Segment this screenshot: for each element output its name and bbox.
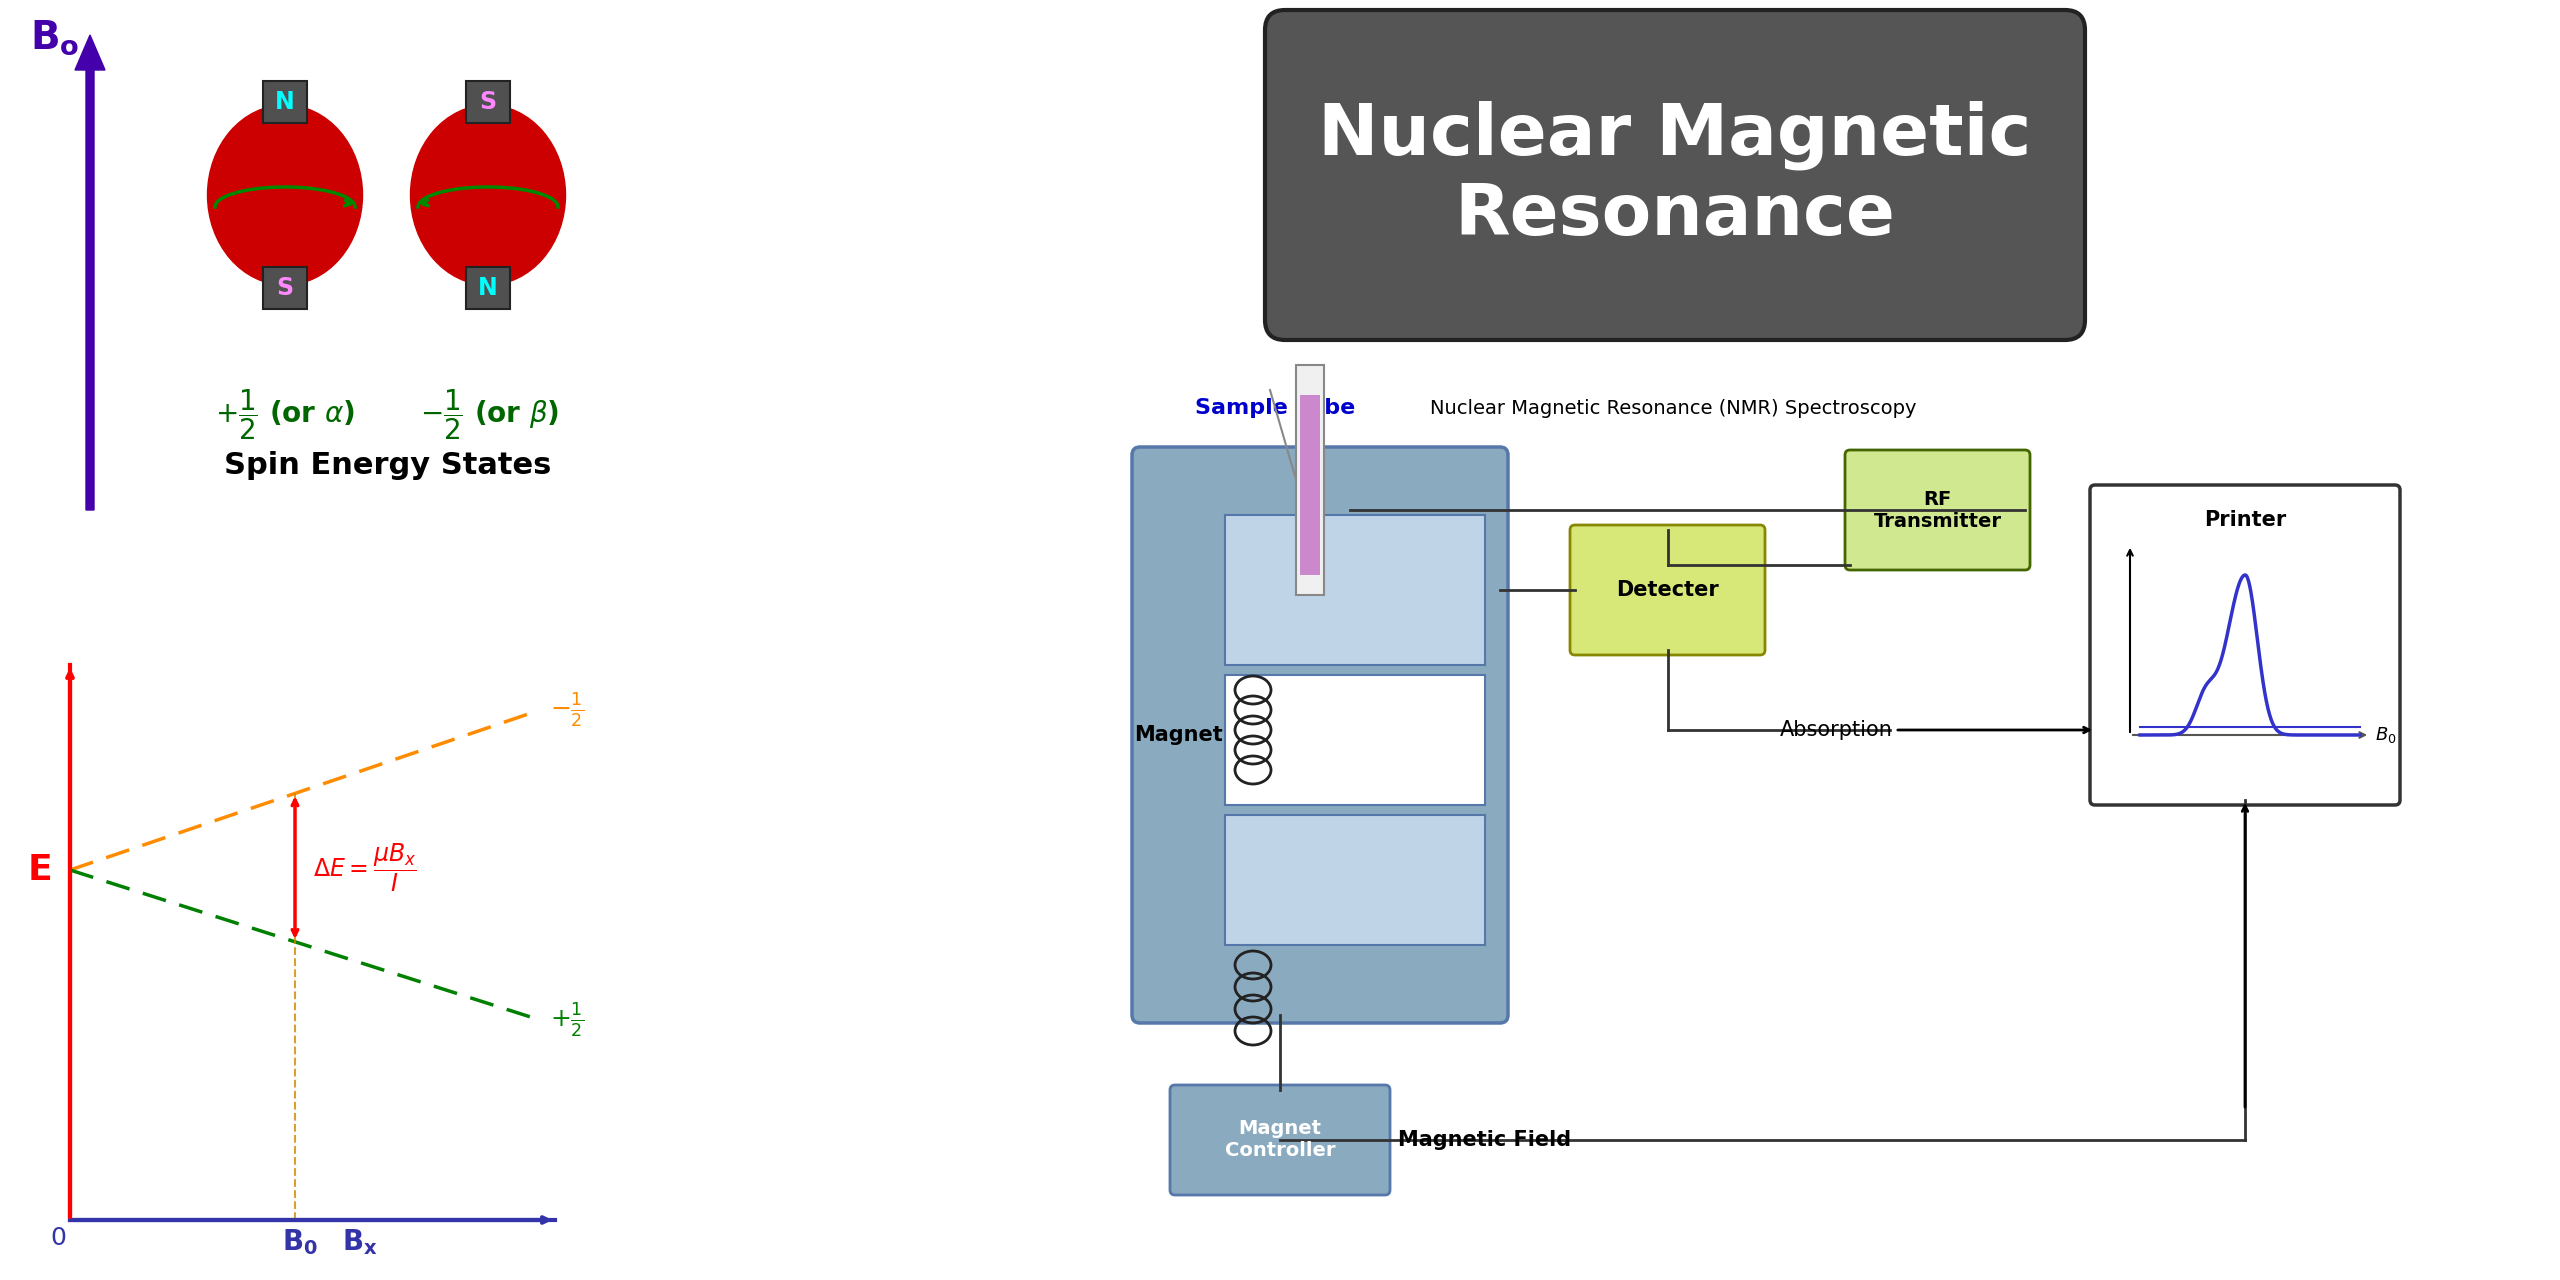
Text: Magnet: Magnet: [1134, 724, 1221, 745]
Ellipse shape: [207, 105, 364, 285]
Text: Printer: Printer: [2204, 509, 2286, 530]
Text: $\mathbf{B_x}$: $\mathbf{B_x}$: [343, 1228, 379, 1257]
Text: Sample Tube: Sample Tube: [1196, 398, 1354, 419]
FancyBboxPatch shape: [1226, 515, 1485, 666]
FancyBboxPatch shape: [264, 268, 307, 308]
Text: $-\dfrac{1}{2}$ (or $\beta$): $-\dfrac{1}{2}$ (or $\beta$): [420, 388, 561, 443]
Text: $-\frac{1}{2}$: $-\frac{1}{2}$: [550, 691, 584, 728]
FancyBboxPatch shape: [1569, 525, 1764, 655]
Text: S: S: [276, 276, 294, 300]
Text: N: N: [479, 276, 497, 300]
Text: E: E: [28, 852, 51, 887]
Text: $\mathbf{B_0}$: $\mathbf{B_0}$: [282, 1228, 317, 1257]
FancyBboxPatch shape: [1300, 396, 1321, 575]
Text: $+\frac{1}{2}$: $+\frac{1}{2}$: [550, 1001, 584, 1039]
Text: $\mathbf{B_o}$: $\mathbf{B_o}$: [31, 19, 79, 58]
Text: Magnetic Field: Magnetic Field: [1398, 1130, 1572, 1149]
Text: S: S: [479, 90, 497, 114]
Text: Absorption: Absorption: [1779, 719, 1892, 740]
FancyBboxPatch shape: [1226, 815, 1485, 945]
FancyBboxPatch shape: [1846, 451, 2030, 570]
Text: RF
Transmitter: RF Transmitter: [1874, 489, 2002, 530]
FancyArrow shape: [74, 35, 105, 509]
FancyBboxPatch shape: [2089, 485, 2401, 805]
Text: N: N: [274, 90, 294, 114]
Text: Nuclear Magnetic Resonance (NMR) Spectroscopy: Nuclear Magnetic Resonance (NMR) Spectro…: [1431, 398, 1917, 417]
FancyBboxPatch shape: [264, 81, 307, 123]
FancyBboxPatch shape: [1226, 675, 1485, 805]
FancyBboxPatch shape: [466, 81, 509, 123]
Text: $\Delta E = \dfrac{\mu B_x}{I}$: $\Delta E = \dfrac{\mu B_x}{I}$: [312, 841, 417, 893]
FancyBboxPatch shape: [1170, 1085, 1390, 1196]
Text: $+\dfrac{1}{2}$ (or $\alpha$): $+\dfrac{1}{2}$ (or $\alpha$): [215, 388, 356, 443]
Text: 0: 0: [51, 1226, 67, 1251]
FancyBboxPatch shape: [1295, 365, 1324, 595]
FancyBboxPatch shape: [466, 268, 509, 308]
FancyBboxPatch shape: [1132, 447, 1508, 1023]
Text: Spin Energy States: Spin Energy States: [225, 451, 553, 480]
Ellipse shape: [410, 105, 566, 285]
Text: Magnet
Controller: Magnet Controller: [1224, 1120, 1336, 1161]
FancyBboxPatch shape: [1265, 10, 2084, 340]
Text: Nuclear Magnetic
Resonance: Nuclear Magnetic Resonance: [1318, 100, 2033, 250]
Text: $B_0$: $B_0$: [2376, 724, 2396, 745]
Text: Detecter: Detecter: [1615, 580, 1718, 600]
